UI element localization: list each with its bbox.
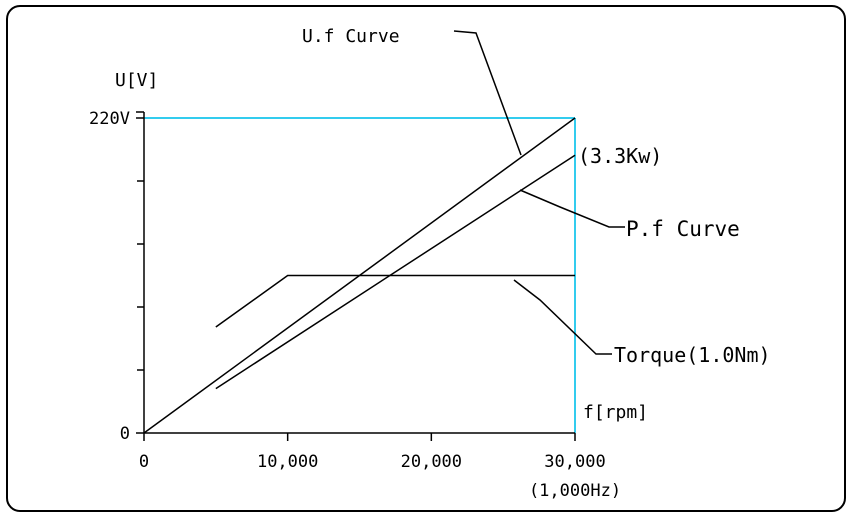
annotation-torque: Torque(1.0Nm) [614, 343, 771, 367]
x-tick-label: 0 [139, 452, 149, 472]
torque-line [215, 274, 575, 328]
annotation-uf-curve: U.f Curve [302, 26, 400, 47]
x-tick-label: 20,000 [401, 452, 462, 472]
annotation-power: (3.3Kw) [578, 144, 662, 168]
pf-curve-leader [519, 189, 625, 228]
chart-frame [6, 5, 846, 512]
x-tick-sublabel: (1,000Hz) [529, 481, 621, 501]
annotation-pf-curve: P.f Curve [626, 217, 740, 241]
x-tick-label: 10,000 [257, 452, 318, 472]
y-tick-label: 0 [120, 424, 130, 444]
x-tick-label: 30,000 [544, 452, 605, 472]
y-tick-label: 220V [89, 109, 130, 129]
x-axis-label: f[rpm] [583, 402, 648, 423]
torque-leader [513, 279, 612, 355]
uf-curve-leader [453, 30, 522, 156]
y-axis-label: U[V] [115, 70, 158, 91]
pf-curve-line [215, 154, 576, 390]
